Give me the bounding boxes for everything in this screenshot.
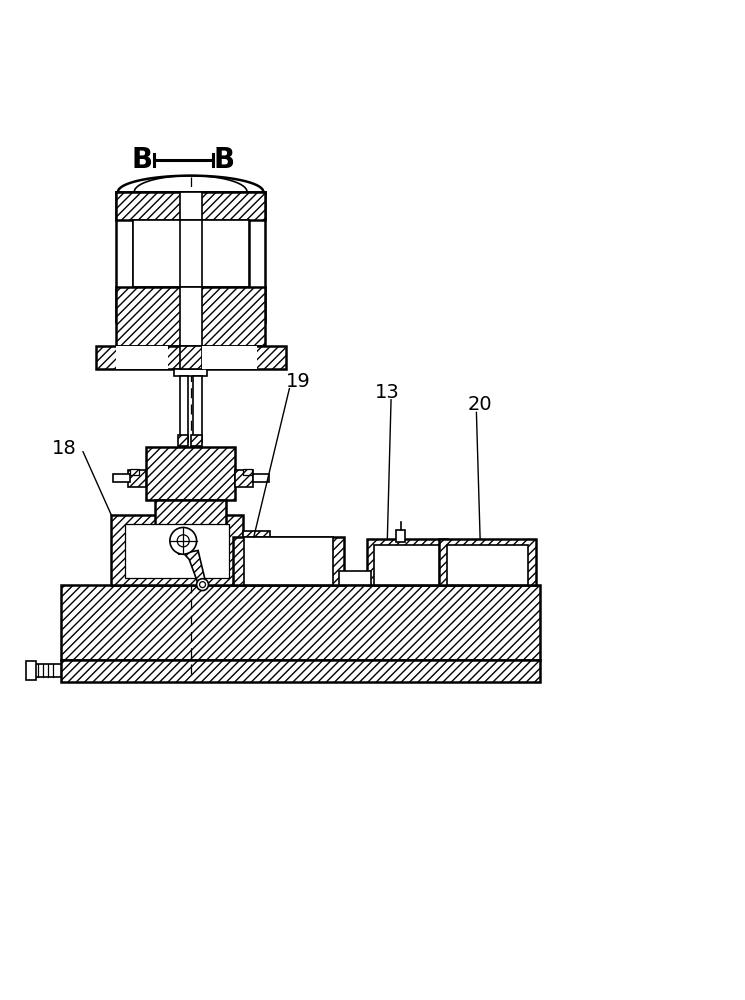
Bar (367, 539, 447, 585)
Bar (339, 571, 371, 585)
Text: 19: 19 (286, 372, 311, 391)
Circle shape (200, 582, 206, 588)
Bar (95, 346, 285, 369)
Bar (155, 500, 226, 536)
Bar (116, 192, 265, 220)
Bar (180, 346, 202, 369)
Bar (180, 376, 188, 442)
Bar (61, 660, 539, 682)
Text: 18: 18 (52, 439, 77, 458)
Text: 20: 20 (468, 395, 492, 414)
Bar (202, 346, 258, 369)
Bar (133, 220, 249, 287)
Bar (26, 661, 36, 680)
Bar (128, 470, 146, 487)
Bar (244, 537, 333, 585)
Bar (235, 470, 253, 487)
Bar (193, 376, 202, 442)
Bar (116, 346, 168, 369)
Bar (116, 192, 133, 322)
Bar (111, 515, 243, 585)
Text: B: B (132, 146, 153, 174)
Bar (113, 474, 130, 482)
Bar (243, 531, 270, 585)
Bar (61, 585, 539, 660)
Bar (233, 537, 344, 585)
Bar (178, 435, 188, 446)
Bar (124, 524, 229, 578)
Bar (243, 469, 252, 475)
Circle shape (197, 579, 209, 591)
Bar (253, 474, 270, 482)
Bar (116, 287, 265, 346)
Polygon shape (173, 542, 206, 588)
Bar (374, 545, 440, 585)
Circle shape (170, 527, 197, 554)
Bar (174, 369, 207, 376)
Bar (180, 220, 202, 287)
Circle shape (177, 535, 189, 547)
Text: B: B (214, 146, 235, 174)
Bar (396, 530, 405, 542)
Bar (180, 192, 202, 220)
Bar (249, 192, 265, 322)
Text: 13: 13 (375, 383, 400, 402)
Bar (447, 545, 528, 585)
Bar (35, 664, 61, 677)
Bar (146, 447, 235, 500)
Bar (130, 469, 139, 475)
Bar (191, 435, 202, 446)
Bar (180, 287, 202, 346)
Bar (440, 539, 536, 585)
